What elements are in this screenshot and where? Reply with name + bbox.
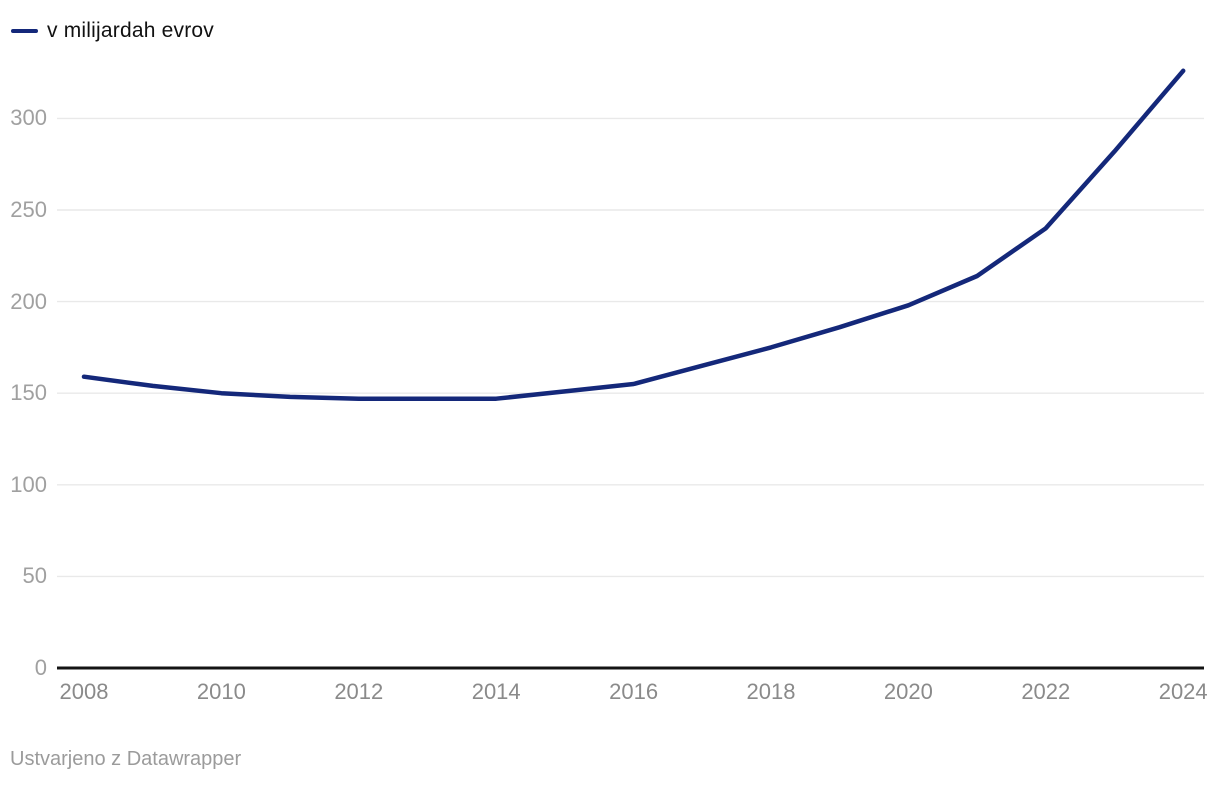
- x-axis-tick-label: 2016: [609, 679, 659, 704]
- legend-label: v milijardah evrov: [47, 19, 214, 42]
- y-axis-tick-label: 300: [10, 105, 47, 131]
- x-axis-tick-label: 2024: [1158, 679, 1208, 704]
- y-axis-tick-label: 50: [22, 563, 47, 589]
- x-axis-tick-label: 2018: [746, 679, 796, 704]
- x-axis-tick-label: 2020: [883, 679, 933, 704]
- x-axis-tick-label: 2008: [59, 679, 109, 704]
- chart-plot-area: [57, 68, 1204, 670]
- x-axis-tick-label: 2012: [334, 679, 384, 704]
- x-axis-tick-label: 2014: [471, 679, 521, 704]
- data-line-series: [81, 68, 1186, 401]
- y-axis-tick-label: 150: [10, 380, 47, 406]
- y-axis-tick-label: 0: [34, 655, 47, 680]
- footer-attribution: Ustvarjeno z Datawrapper: [10, 748, 242, 770]
- legend-line-swatch: [11, 29, 38, 33]
- legend: v milijardah evrov: [11, 19, 214, 43]
- x-axis-tick-label: 2010: [196, 679, 246, 704]
- x-axis-tick-label: 2022: [1021, 679, 1071, 704]
- y-axis-tick-label: 200: [10, 288, 47, 314]
- y-axis-tick-label: 100: [10, 471, 47, 497]
- y-axis-tick-label: 250: [10, 197, 47, 222]
